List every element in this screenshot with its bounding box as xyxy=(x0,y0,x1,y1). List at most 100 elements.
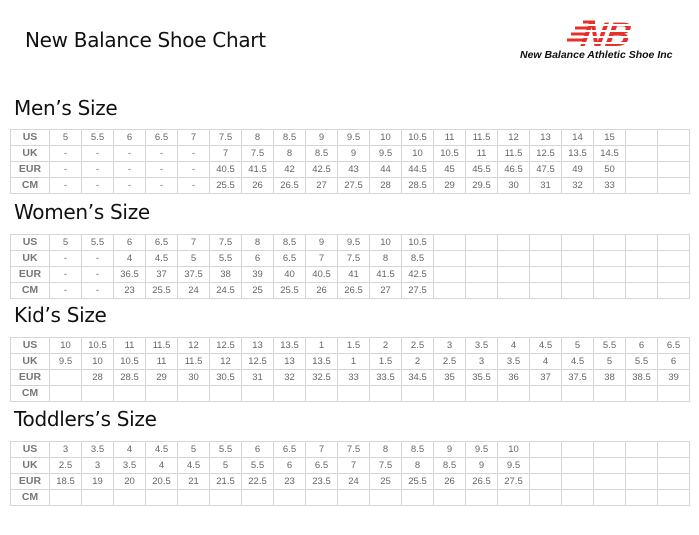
table-cell: 4 xyxy=(497,337,530,354)
table-cell xyxy=(177,385,210,402)
table-cell: 4.5 xyxy=(145,250,178,267)
table-cell xyxy=(657,177,690,194)
table-cell xyxy=(625,177,658,194)
table-cell xyxy=(529,457,562,474)
table-cell: - xyxy=(81,282,114,299)
table-cell: 39 xyxy=(657,369,690,386)
table-cell: 4 xyxy=(145,457,178,474)
row-label: CM xyxy=(10,489,50,506)
table-cell: 18.5 xyxy=(49,473,82,490)
table-cell: 35.5 xyxy=(465,369,498,386)
table-row: CM - - - - -25.5 26 26.5 27 27.5 28 28.5 29 29.5 30 31 3… xyxy=(10,177,690,194)
table-cell: 8 xyxy=(273,145,306,162)
table-row: EUR - - - - -40.5 41.5 42 42.5 43 44 44.5 45 45.5 46.5… xyxy=(10,161,690,178)
table-cell: 5.5 xyxy=(625,353,658,370)
table-cell xyxy=(593,473,626,490)
table-cell: 5 xyxy=(49,129,82,146)
table-cell xyxy=(433,234,466,251)
table-cell: 28 xyxy=(369,177,402,194)
table-cell xyxy=(625,250,658,267)
table-cell xyxy=(561,489,594,506)
table-cell xyxy=(529,473,562,490)
table-cell: - xyxy=(81,145,114,162)
row-label: US xyxy=(10,129,50,146)
table-cell xyxy=(497,385,530,402)
table-cell xyxy=(433,385,466,402)
table-cell: 12 xyxy=(497,129,530,146)
table-cell: - xyxy=(49,250,82,267)
table-cell xyxy=(497,282,530,299)
table-cell: - xyxy=(113,145,146,162)
table-cell xyxy=(657,282,690,299)
table-cell xyxy=(433,266,466,283)
table-row: UK - - - - -7 7.5 8 8.5 9 9.5 10 10.5 11 11.5 12.5 13.5 1… xyxy=(10,145,690,162)
table-cell: 8 xyxy=(401,457,434,474)
table-cell: 6.5 xyxy=(273,250,306,267)
table-cell: 24 xyxy=(177,282,210,299)
table-cell xyxy=(465,489,498,506)
table-cell xyxy=(177,489,210,506)
table-cell xyxy=(593,489,626,506)
table-cell: 4 xyxy=(529,353,562,370)
table-cell: 25 xyxy=(369,473,402,490)
table-cell: 40.5 xyxy=(209,161,242,178)
table-cell: 25 xyxy=(241,282,274,299)
table-cell: 10 xyxy=(369,234,402,251)
table-cell: 12 xyxy=(209,353,242,370)
table-cell: 35 xyxy=(433,369,466,386)
table-cell xyxy=(529,489,562,506)
table-cell xyxy=(337,489,370,506)
table-cell: 41.5 xyxy=(241,161,274,178)
table-cell: - xyxy=(81,250,114,267)
table-cell xyxy=(529,250,562,267)
table-cell: 30 xyxy=(497,177,530,194)
table-cell: 4.5 xyxy=(561,353,594,370)
table-cell xyxy=(305,385,338,402)
table-cell: 41 xyxy=(337,266,370,283)
table-cell xyxy=(561,473,594,490)
table-cell: 14.5 xyxy=(593,145,626,162)
table-cell xyxy=(465,282,498,299)
table-cell: - xyxy=(49,177,82,194)
table-cell: 9.5 xyxy=(337,129,370,146)
table-cell: - xyxy=(49,161,82,178)
table-cell: - xyxy=(81,266,114,283)
table-cell xyxy=(465,250,498,267)
table-cell xyxy=(625,266,658,283)
table-cell: 38 xyxy=(209,266,242,283)
table-cell: 9.5 xyxy=(497,457,530,474)
table-cell: 5.5 xyxy=(209,441,242,458)
toddlers-size-title: Toddlers’s Size xyxy=(14,407,157,431)
table-cell: 5 xyxy=(209,457,242,474)
table-cell: 26.5 xyxy=(465,473,498,490)
table-cell: 11 xyxy=(465,145,498,162)
table-cell: 26 xyxy=(241,177,274,194)
table-cell: 3.5 xyxy=(113,457,146,474)
table-cell: 27.5 xyxy=(337,177,370,194)
table-cell: 12.5 xyxy=(209,337,242,354)
table-cell: 6.5 xyxy=(657,337,690,354)
table-cell: 37.5 xyxy=(177,266,210,283)
table-cell xyxy=(241,385,274,402)
table-cell xyxy=(593,250,626,267)
table-cell: 32.5 xyxy=(305,369,338,386)
table-cell: 36 xyxy=(497,369,530,386)
table-cell: 24.5 xyxy=(209,282,242,299)
table-cell xyxy=(465,234,498,251)
table-cell: 20.5 xyxy=(145,473,178,490)
table-cell: 3 xyxy=(49,441,82,458)
table-cell: 3 xyxy=(465,353,498,370)
table-cell: 7.5 xyxy=(337,250,370,267)
table-row: US 5 5.5 6 6.5 7 7.5 8 8.5 9 9.5 10 10.5 11 11.5 12 13 14… xyxy=(10,129,690,146)
table-cell: 3 xyxy=(81,457,114,474)
table-cell xyxy=(625,282,658,299)
table-cell: 26.5 xyxy=(337,282,370,299)
table-cell: 6 xyxy=(625,337,658,354)
table-cell: 4.5 xyxy=(145,441,178,458)
table-cell xyxy=(625,489,658,506)
row-label: UK xyxy=(10,457,50,474)
table-cell xyxy=(657,385,690,402)
table-cell: 41.5 xyxy=(369,266,402,283)
table-cell: 6 xyxy=(241,441,274,458)
table-cell: 37.5 xyxy=(561,369,594,386)
